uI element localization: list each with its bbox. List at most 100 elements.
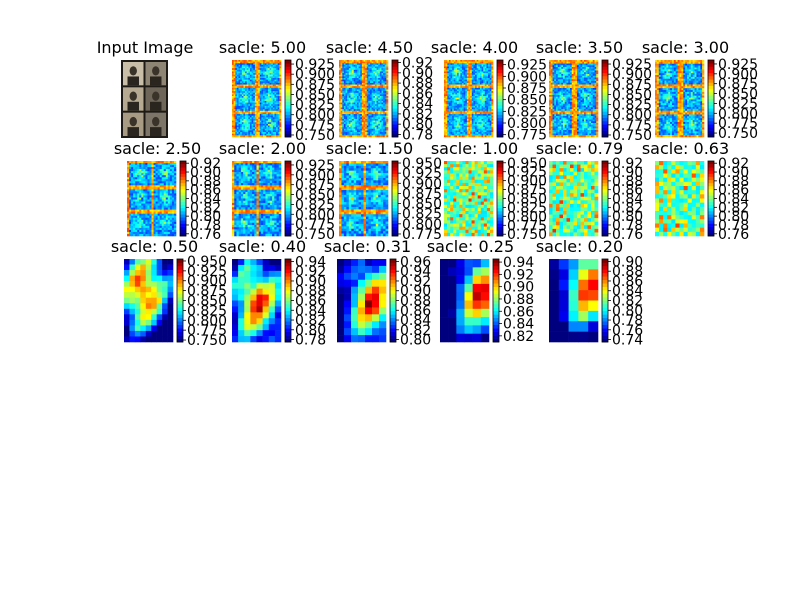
heatmap-cell [232,114,234,116]
heatmap-cell [348,92,351,95]
heatmap-cell [366,122,369,125]
heatmap-cell [271,61,274,64]
heatmap-cell [552,93,555,96]
heatmap-cell [258,84,261,87]
heatmap-cell [267,118,270,121]
heatmap-cell [360,86,363,89]
heatmap-cell [253,78,256,80]
heatmap-cell [557,95,560,98]
heatmap-cell [256,120,259,123]
heatmap-cell [245,135,247,138]
heatmap-cell [266,127,269,130]
heatmap-cell [243,69,246,72]
heatmap-cell [267,79,270,82]
heatmap-cell [378,94,381,97]
heatmap-cell [274,115,277,118]
heatmap-cell [594,93,597,96]
heatmap-cell [350,63,353,66]
heatmap-cell [360,96,363,98]
heatmap-cell [233,100,236,103]
heatmap-cell [371,122,374,125]
heatmap-cell [254,76,257,79]
heatmap-cell [386,120,389,123]
heatmap-cell [232,79,234,82]
heatmap-cell [481,64,484,67]
heatmap-cell [374,114,377,116]
heatmap-cell [343,87,346,90]
heatmap-cell [347,64,350,67]
heatmap-cell [468,60,471,62]
portrait-body [127,127,139,136]
heatmap-cell [361,81,364,84]
heatmap-cell [594,75,597,78]
heatmap-cell [360,66,363,69]
heatmap-cell [347,123,350,126]
heatmap-cell [339,109,341,112]
heatmap-cell [243,61,246,64]
heatmap-cell [379,78,382,80]
colorbar-segment [497,88,503,93]
heatmap-cell [269,87,272,90]
heatmap-cell [350,105,353,108]
heatmap-cell [585,63,588,66]
heatmap-cell [251,74,254,77]
heatmap-cell [350,114,353,116]
heatmap-cell [366,66,369,69]
heatmap-cell [580,72,583,75]
heatmap-cell [271,132,274,135]
heatmap-cell [358,76,361,79]
heatmap-cell [353,135,356,138]
heatmap-cell [450,66,453,69]
heatmap-cell [445,66,448,69]
heatmap-cell [466,87,469,90]
heatmap-cell [277,132,280,135]
heatmap-cell [271,128,274,131]
heatmap-cell [368,74,371,77]
heatmap-cell [488,74,491,77]
heatmap-cell [591,63,594,66]
heatmap-cell [584,96,587,99]
heatmap-cell [373,127,376,130]
heatmap-cell [266,118,269,121]
colorbar-tick-label: 0.850 [295,87,335,103]
heatmap-cell [381,81,384,84]
heatmap-cell [258,60,261,62]
heatmap-cell [447,76,450,79]
heatmap-cell [376,76,379,79]
heatmap-cell [256,79,259,82]
heatmap-cell [261,102,264,105]
heatmap-cell [272,71,275,74]
heatmap-title: sacle: 4.50 [326,38,413,57]
heatmap-cell [345,96,348,98]
heatmap-cell [373,99,376,102]
heatmap-cell [481,63,484,66]
heatmap-cell [374,109,377,112]
heatmap-cell [339,114,341,116]
heatmap-cell [587,88,590,91]
heatmap-cell [236,118,239,121]
heatmap-cell [484,68,487,71]
heatmap-cell [381,112,384,115]
heatmap-cell [358,109,361,112]
heatmap-cell [348,76,351,79]
heatmap-cell [358,104,361,107]
heatmap-cell [269,96,272,98]
heatmap-cell [254,79,257,82]
heatmap-cell [279,105,282,108]
heatmap-cell [259,105,262,108]
heatmap-cell [475,81,477,84]
heatmap-cell [276,123,279,126]
heatmap-cell [263,128,265,131]
heatmap-cell [577,77,580,80]
heatmap-cell [378,97,381,100]
heatmap-cell [253,76,256,79]
heatmap-cell [370,66,372,69]
heatmap-cell [457,82,459,85]
heatmap-cell [236,79,239,82]
heatmap-cell [263,112,265,115]
heatmap-cell [245,118,247,121]
colorbar-tick-label: 0.78 [402,127,433,143]
heatmap-cell [233,135,236,138]
heatmap-cell [368,125,371,128]
heatmap-cell [471,78,474,80]
